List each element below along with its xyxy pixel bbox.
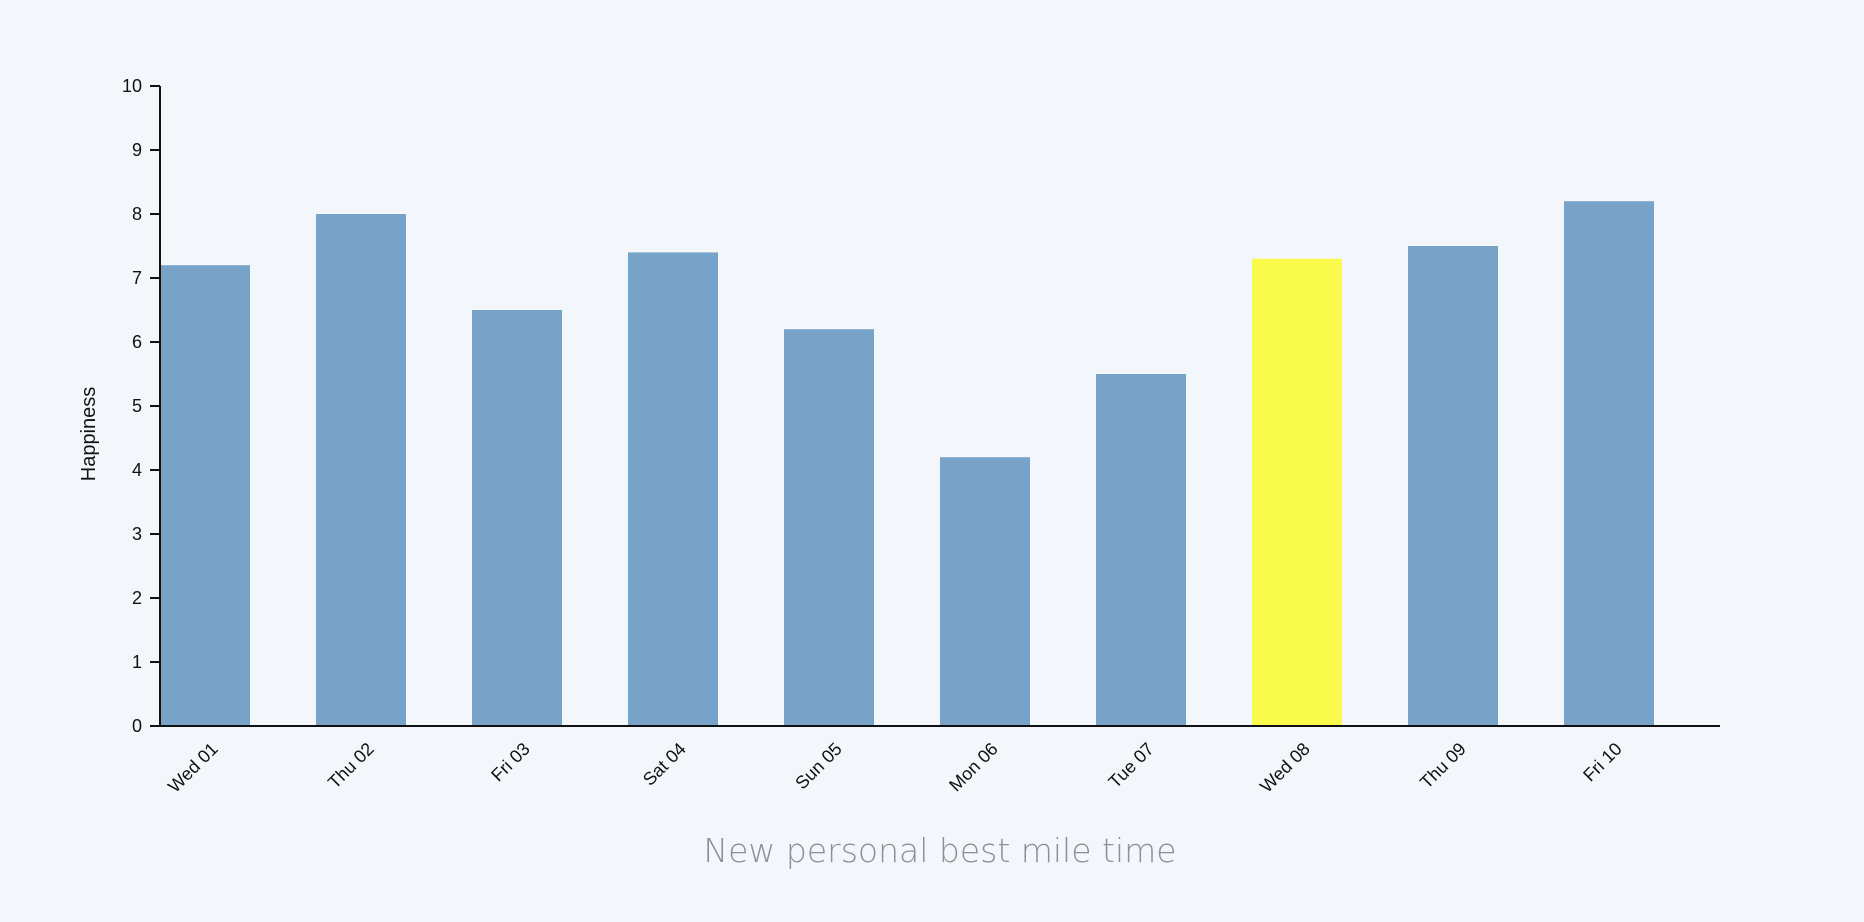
y-tick-label: 2 <box>132 588 142 608</box>
y-tick-label: 10 <box>122 76 142 96</box>
y-axis-title: Happiness <box>78 387 100 482</box>
highlight-caption: New personal best mile time <box>703 831 1176 870</box>
y-tick-label: 5 <box>132 396 142 416</box>
bar-sat-04 <box>628 252 718 726</box>
x-axis: Wed 01 Thu 02 Fri 03 Sat 04 Sun 05 Mon 06 Tue … <box>150 725 1720 797</box>
x-tick-label: Sat 04 <box>639 739 690 790</box>
bar-wed-08 <box>1252 258 1342 726</box>
bar-thu-09 <box>1408 246 1498 726</box>
y-tick-label: 6 <box>132 332 142 352</box>
bars-group <box>160 201 1654 726</box>
bar-tue-07 <box>1096 374 1186 726</box>
y-axis: 0 1 2 3 4 5 6 7 8 9 10 <box>122 76 161 736</box>
y-tick-label: 9 <box>132 140 142 160</box>
x-tick-label: Wed 08 <box>1256 739 1314 797</box>
y-tick-label: 8 <box>132 204 142 224</box>
bar-fri-03 <box>472 310 562 726</box>
bar-sun-05 <box>784 329 874 726</box>
y-tick-label: 4 <box>132 460 142 480</box>
x-tick-label: Sun 05 <box>791 739 845 793</box>
x-tick-label: Fri 03 <box>487 739 534 786</box>
y-tick-label: 7 <box>132 268 142 288</box>
y-tick-label: 1 <box>132 652 142 672</box>
x-tick-label: Mon 06 <box>945 739 1002 796</box>
x-tick-label: Thu 02 <box>324 739 378 793</box>
y-tick-label: 3 <box>132 524 142 544</box>
y-tick-label: 0 <box>132 716 142 736</box>
x-tick-label: Thu 09 <box>1416 739 1470 793</box>
x-tick-label: Wed 01 <box>164 739 222 797</box>
x-tick-label: Tue 07 <box>1105 739 1158 792</box>
bar-mon-06 <box>940 457 1030 726</box>
bar-thu-02 <box>316 214 406 726</box>
bar-fri-10 <box>1564 201 1654 726</box>
x-tick-label: Fri 10 <box>1579 739 1626 786</box>
bar-wed-01 <box>160 265 250 726</box>
